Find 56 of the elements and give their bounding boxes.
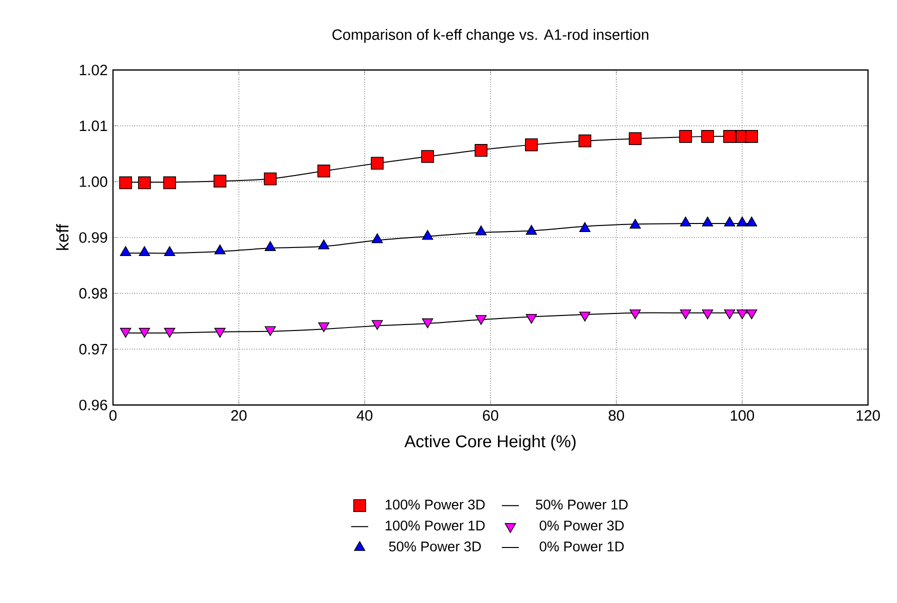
x-tick-label: 0: [109, 410, 117, 421]
point: [736, 309, 748, 320]
legend-label: 100% Power 3D: [386, 500, 485, 510]
point: [120, 328, 132, 338]
x-tick-label: 80: [608, 410, 624, 421]
y-tick-label: 0.99: [79, 232, 108, 243]
x-tick-label: 20: [231, 410, 247, 421]
point: [163, 176, 176, 190]
point: [702, 309, 714, 320]
point: [525, 138, 538, 152]
point: [164, 328, 176, 338]
legend-label: 50% Power 1D: [536, 500, 628, 510]
point: [214, 174, 226, 188]
point: [723, 130, 736, 143]
y-tick-label: 0.96: [79, 400, 108, 410]
point: [475, 315, 487, 325]
point: [579, 312, 590, 322]
legend-label: 100% Power 1D: [386, 520, 485, 530]
point: [422, 318, 434, 328]
point: [745, 130, 758, 143]
point: [264, 172, 277, 186]
y-axis-title: keff: [56, 224, 69, 250]
point: [474, 144, 488, 157]
x-tick-label: 100: [730, 410, 754, 421]
point: [214, 328, 226, 338]
chart-title: Comparison of k-eff change vs. A1-rod insertion: [332, 28, 648, 43]
point: [421, 150, 434, 163]
point: [526, 314, 537, 324]
point: [701, 130, 714, 143]
y-tick-label: 1.01: [80, 120, 108, 132]
point: [628, 132, 642, 146]
point: [746, 309, 758, 320]
point: [317, 164, 330, 178]
point: [318, 322, 330, 332]
point: [138, 328, 150, 338]
legend-label: 0% Power 1D: [540, 542, 624, 552]
point: [680, 309, 692, 320]
point: [679, 130, 692, 143]
point: [119, 176, 132, 190]
point: [372, 320, 383, 330]
y-tick-label: 1.00: [80, 176, 108, 187]
point: [724, 309, 736, 320]
x-tick-label: 120: [856, 410, 880, 421]
y-tick-label: 0.98: [79, 288, 108, 299]
point: [138, 176, 151, 190]
y-tick-label: 1.02: [80, 64, 108, 76]
point: [264, 326, 276, 336]
x-tick-label: 40: [356, 410, 372, 421]
point: [370, 156, 384, 170]
legend-label: 0% Power 3D: [540, 520, 624, 530]
x-tick-label: 60: [482, 410, 498, 421]
x-axis-title: Active Core Height (%): [404, 434, 576, 451]
point: [578, 134, 592, 148]
y-tick-label: 0.97: [79, 344, 108, 354]
legend-label: 50% Power 3D: [389, 542, 481, 552]
point: [630, 309, 641, 320]
